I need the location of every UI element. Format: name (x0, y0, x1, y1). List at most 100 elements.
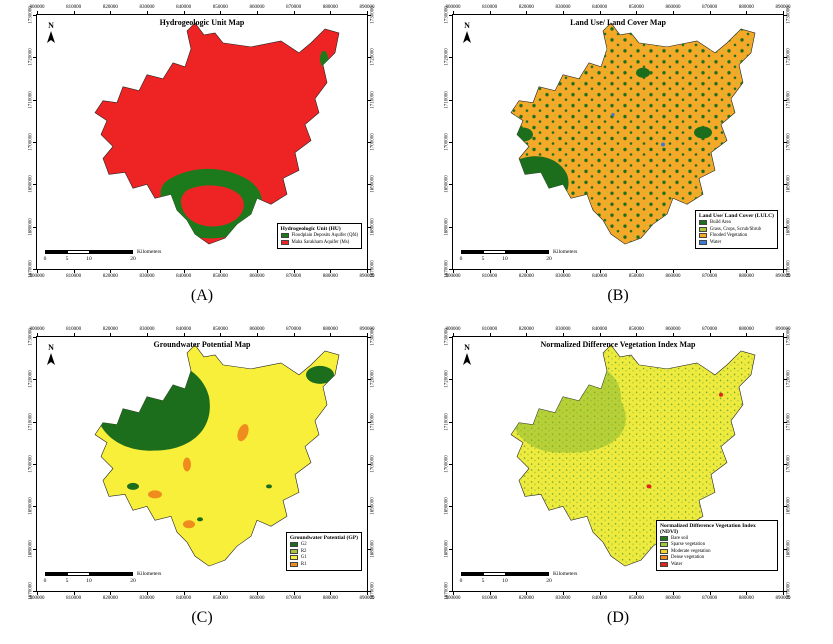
panel-groundwater-potential-map: Groundwater Potential Map N Kilometers 0… (0, 322, 416, 644)
tick-mark (563, 333, 564, 336)
scalebar-unit: Kilometers (553, 571, 578, 577)
tick-mark (220, 592, 222, 595)
tick-mark (636, 592, 638, 595)
scale-bar: Kilometers 0 5 10 20 (44, 249, 165, 262)
legend-item-label: R1 (300, 561, 307, 567)
tick-mark (37, 592, 38, 595)
low-potential-patch (237, 424, 249, 442)
green-patch (636, 67, 650, 78)
tick-mark (368, 226, 371, 228)
tick-mark (368, 506, 371, 508)
scalebar-number: 5 (65, 578, 69, 584)
legend-item: Floodplain Deposits Aquifer (Qfd) (280, 233, 358, 239)
scalebar-number: 5 (481, 578, 485, 584)
legend-item: Grass, Crops, Scrub/Shrub (698, 226, 774, 233)
x-axis-top: 800000 810000 820000 830000 840000 850000 8600… (30, 326, 375, 336)
tick-mark (33, 506, 36, 508)
tick-mark (33, 464, 36, 465)
legend-swatch (660, 548, 668, 554)
tick-mark (183, 11, 185, 14)
x-tick-label: 880000 (322, 274, 338, 279)
dense-vegetation-zone (511, 359, 626, 453)
tick-mark (563, 11, 564, 14)
tick-mark (147, 333, 148, 336)
x-tick-label: 880000 (738, 596, 754, 601)
legend-item-label: G1 (300, 555, 307, 560)
scale-bar: Kilometers 0 5 10 20 (459, 571, 581, 584)
x-tick-label: 830000 (555, 596, 571, 601)
north-arrow: N (460, 22, 474, 48)
tick-mark (709, 270, 711, 273)
x-tick-label: 830000 (139, 596, 155, 601)
scalebar-unit: Kilometers (553, 249, 578, 255)
y-tick-label: 1680000 (370, 217, 376, 236)
x-tick-label: 850000 (212, 5, 228, 10)
scalebar-number: 0 (459, 578, 463, 584)
tick-mark (449, 269, 452, 270)
tick-mark (489, 11, 491, 14)
x-tick-label: 870000 (702, 596, 718, 601)
x-tick-label: 830000 (555, 274, 571, 279)
tick-mark (368, 591, 371, 592)
north-label: N (48, 21, 54, 30)
legend-swatch (289, 542, 298, 548)
tick-mark (73, 270, 75, 273)
tick-mark (449, 142, 452, 143)
legend: Groundwater Potential (GP) G2 R2 G1 R1 (285, 532, 362, 571)
legend-swatch (660, 555, 668, 561)
y-tick-label: 1700000 (370, 455, 376, 473)
x-tick-label: 820000 (102, 596, 118, 601)
x-tick-label: 880000 (738, 274, 754, 279)
y-tick-label: 1710000 (786, 90, 792, 109)
scale-bar-graphic (45, 250, 133, 254)
tick-mark (367, 592, 368, 595)
north-label: N (464, 343, 470, 352)
y-tick-label: 1690000 (370, 175, 376, 194)
x-tick-label: 800000 (445, 327, 461, 332)
tick-mark (293, 592, 295, 595)
tick-mark (449, 506, 452, 508)
tick-mark (526, 11, 528, 14)
tick-mark (368, 99, 371, 101)
tick-mark (783, 592, 784, 595)
tick-mark (33, 591, 36, 592)
legend-item: Moderate vegetation (660, 549, 774, 555)
x-tick-label: 890000 (775, 596, 791, 601)
x-tick-label: 880000 (738, 5, 754, 10)
tick-mark (257, 333, 258, 336)
x-tick-label: 880000 (322, 5, 338, 10)
green-patch (561, 206, 585, 223)
y-tick-label: 1700000 (786, 455, 792, 473)
x-tick-label: 820000 (102, 274, 118, 279)
y-tick-label: 1720000 (370, 370, 376, 389)
tick-mark (453, 270, 454, 273)
tick-mark (449, 421, 452, 423)
x-tick-label: 880000 (322, 596, 338, 601)
tick-mark (293, 333, 295, 336)
y-tick-label: 1690000 (786, 175, 792, 194)
water-dot (661, 142, 665, 147)
y-axis-right: 1730000 1720000 1710000 1700000 1690000 16800… (784, 328, 794, 600)
scalebar-numbers: 0 5 10 20 (459, 577, 552, 584)
legend-item-label: Water (671, 561, 683, 567)
legend-title: Normalized Difference Vegetation Index (… (660, 522, 756, 535)
legend-item-label: Grass, Crops, Scrub/Shrub (709, 226, 762, 232)
x-tick-label: 830000 (555, 5, 571, 10)
legend-item: Dense vegetation (660, 555, 774, 561)
scalebar-number: 20 (546, 256, 552, 262)
tick-mark (449, 337, 452, 338)
tick-mark (673, 11, 674, 14)
y-tick-label: 1690000 (786, 497, 792, 516)
x-tick-label: 860000 (249, 5, 265, 10)
y-tick-label: 1700000 (370, 133, 376, 151)
north-arrow: N (44, 344, 58, 370)
tick-mark (784, 591, 787, 592)
y-tick-label: 1730000 (786, 6, 792, 24)
x-tick-label: 830000 (139, 327, 155, 332)
tick-mark (33, 226, 36, 228)
legend-item-label: Flooded Vegetation (709, 233, 748, 238)
tick-mark (73, 592, 75, 595)
x-tick-label: 850000 (628, 327, 644, 332)
tick-mark (33, 15, 36, 16)
tick-mark (367, 270, 368, 273)
